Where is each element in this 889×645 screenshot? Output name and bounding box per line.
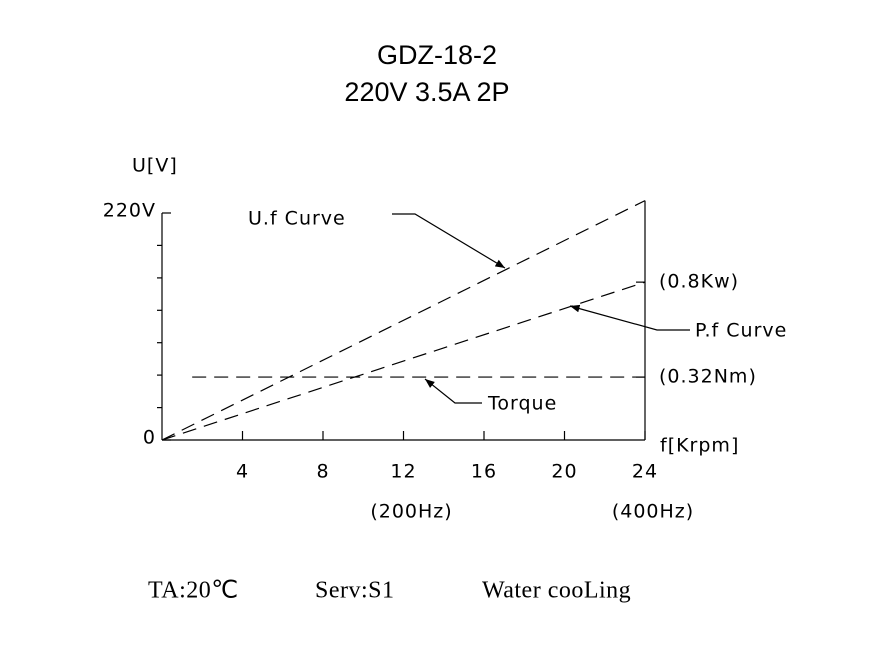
chart-title: GDZ-18-2 (377, 40, 497, 70)
end-label: (0.32Nm) (659, 366, 757, 388)
x-tick-label: 12 (390, 461, 416, 483)
y-tick-label: 220V (103, 200, 156, 222)
x-sublabel: (200Hz) (370, 501, 452, 523)
x-axis-label: f[Krpm] (660, 435, 739, 457)
x-tick-label: 16 (471, 461, 497, 483)
footer-text: Serv:S1 (315, 578, 395, 604)
leader (392, 213, 506, 269)
x-tick-label: 20 (551, 461, 577, 483)
y-tick-label: 0 (143, 427, 156, 449)
series-label: P.f Curve (695, 320, 787, 342)
series-label: Torque (487, 393, 557, 415)
x-sublabel: (400Hz) (612, 501, 694, 523)
footer-text: Water cooLing (482, 578, 631, 604)
footer-text: TA:20℃ (148, 578, 239, 604)
x-tick-label: 8 (316, 461, 329, 483)
leader (424, 378, 482, 404)
series-line (161, 281, 646, 441)
series-line (161, 200, 646, 441)
chart-subtitle: 220V 3.5A 2P (344, 77, 509, 107)
series-label: U.f Curve (248, 208, 346, 230)
leader (569, 304, 690, 331)
y-axis-label: U[V] (132, 155, 178, 177)
end-label: (0.8Kw) (659, 271, 739, 293)
x-tick-label: 24 (632, 461, 658, 483)
x-tick-label: 4 (236, 461, 249, 483)
